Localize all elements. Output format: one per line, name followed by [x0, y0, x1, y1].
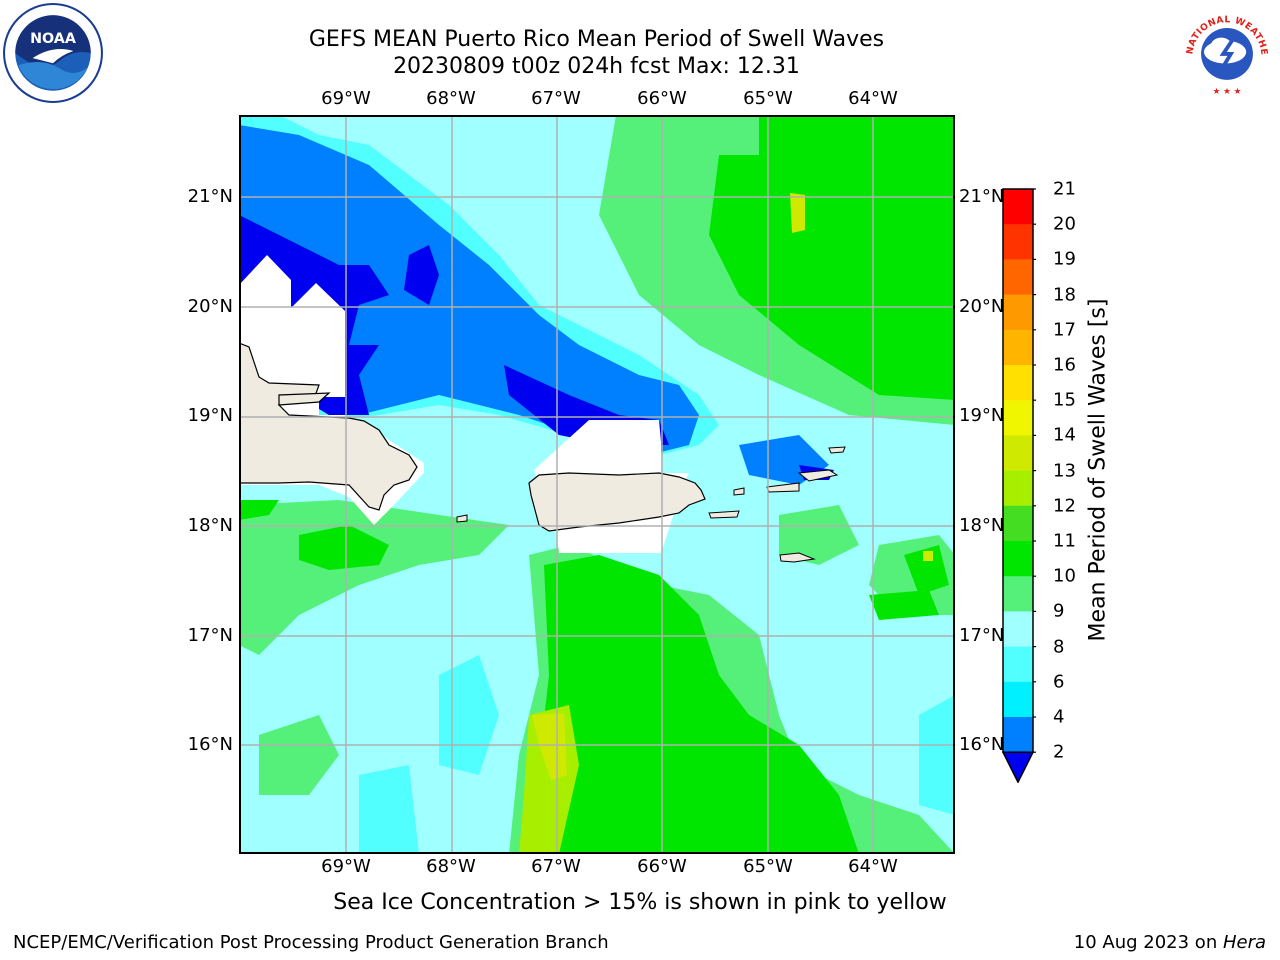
- forecast-map: [239, 115, 955, 854]
- map-title: GEFS MEAN Puerto Rico Mean Period of Swe…: [308, 27, 885, 52]
- nws-logo-icon: NATIONAL WEATHER SERVICE ★ ★ ★: [1176, 4, 1273, 97]
- lat-label-right: 19°N: [959, 405, 1005, 426]
- lon-label-top: 68°W: [426, 88, 476, 109]
- lat-label-right: 17°N: [959, 625, 1005, 646]
- colorbar-tick-label: 6: [1053, 671, 1065, 693]
- colorbar-tick-label: 12: [1053, 495, 1076, 517]
- footer-credit: NCEP/EMC/Verification Post Processing Pr…: [13, 932, 609, 953]
- lat-label-left: 17°N: [187, 625, 233, 646]
- lon-label-top: 64°W: [848, 88, 898, 109]
- colorbar-bin: [1003, 470, 1033, 507]
- colorbar-bin: [1003, 224, 1033, 260]
- colorbar-bin: [1003, 189, 1033, 225]
- lat-label-right: 18°N: [959, 515, 1005, 536]
- lon-label-bottom: 67°W: [531, 856, 581, 877]
- colorbar-tick-label: 21: [1053, 178, 1076, 200]
- colorbar-bin: [1003, 294, 1033, 331]
- colorbar-tick-label: 9: [1053, 600, 1065, 622]
- lat-label-right: 16°N: [959, 734, 1005, 755]
- lon-label-top: 67°W: [531, 88, 581, 109]
- map-subtitle-run: 20230809 t00z 024h fcst Max: 12.31: [393, 54, 800, 79]
- colorbar-tick-label: 19: [1053, 248, 1076, 270]
- colorbar: [1002, 188, 1036, 783]
- lon-label-top: 69°W: [321, 88, 371, 109]
- colorbar-bin: [1003, 365, 1033, 401]
- lon-label-top: 65°W: [743, 88, 793, 109]
- colorbar-bin: [1003, 576, 1033, 612]
- colorbar-tick-label: 18: [1053, 284, 1076, 306]
- lat-label-left: 20°N: [187, 296, 233, 317]
- colorbar-tick-label: 13: [1053, 460, 1076, 482]
- sea-ice-note: Sea Ice Concentration > 15% is shown in …: [333, 890, 947, 915]
- lon-label-bottom: 66°W: [637, 856, 687, 877]
- lat-label-right: 21°N: [959, 186, 1005, 207]
- colorbar-bin: [1003, 717, 1033, 753]
- colorbar-tick-label: 17: [1053, 319, 1076, 341]
- colorbar-tick-label: 14: [1053, 424, 1076, 446]
- lat-label-left: 21°N: [187, 186, 233, 207]
- lat-label-left: 18°N: [187, 515, 233, 536]
- lat-label-right: 20°N: [959, 296, 1005, 317]
- noaa-logo-icon: NOAA: [3, 3, 103, 103]
- svg-text:★ ★ ★: ★ ★ ★: [1213, 87, 1242, 97]
- footer-date: 10 Aug 2023 on Hera: [1074, 932, 1266, 953]
- colorbar-tick-label: 11: [1053, 530, 1076, 552]
- colorbar-tick-label: 10: [1053, 565, 1076, 587]
- colorbar-bin: [1003, 329, 1033, 366]
- colorbar-tick-label: 2: [1053, 741, 1065, 763]
- footer-host: Hera: [1222, 932, 1266, 953]
- colorbar-bin: [1003, 681, 1033, 718]
- colorbar-extend-arrow: [1002, 751, 1035, 783]
- lat-label-left: 16°N: [187, 734, 233, 755]
- footer-date-text: 10 Aug 2023 on: [1073, 932, 1223, 953]
- colorbar-bin: [1003, 646, 1033, 683]
- colorbar-tick-label: 8: [1053, 636, 1065, 658]
- lon-label-bottom: 69°W: [321, 856, 371, 877]
- colorbar-bin: [1003, 435, 1033, 472]
- colorbar-label: Mean Period of Swell Waves [s]: [1085, 298, 1111, 642]
- colorbar-tick-label: 4: [1053, 706, 1065, 728]
- colorbar-bin: [1003, 400, 1033, 436]
- lon-label-top: 66°W: [637, 88, 687, 109]
- lat-label-left: 19°N: [187, 405, 233, 426]
- lon-label-bottom: 64°W: [848, 856, 898, 877]
- colorbar-bin: [1003, 505, 1033, 542]
- colorbar-tick-label: 15: [1053, 389, 1076, 411]
- lon-label-bottom: 68°W: [426, 856, 476, 877]
- colorbar-bin: [1003, 259, 1033, 296]
- lon-label-bottom: 65°W: [743, 856, 793, 877]
- colorbar-tick-label: 20: [1053, 213, 1076, 235]
- noaa-logo-text: NOAA: [30, 31, 76, 47]
- colorbar-bin: [1003, 611, 1033, 648]
- colorbar-tick-label: 16: [1053, 354, 1076, 376]
- colorbar-bin: [1003, 541, 1033, 577]
